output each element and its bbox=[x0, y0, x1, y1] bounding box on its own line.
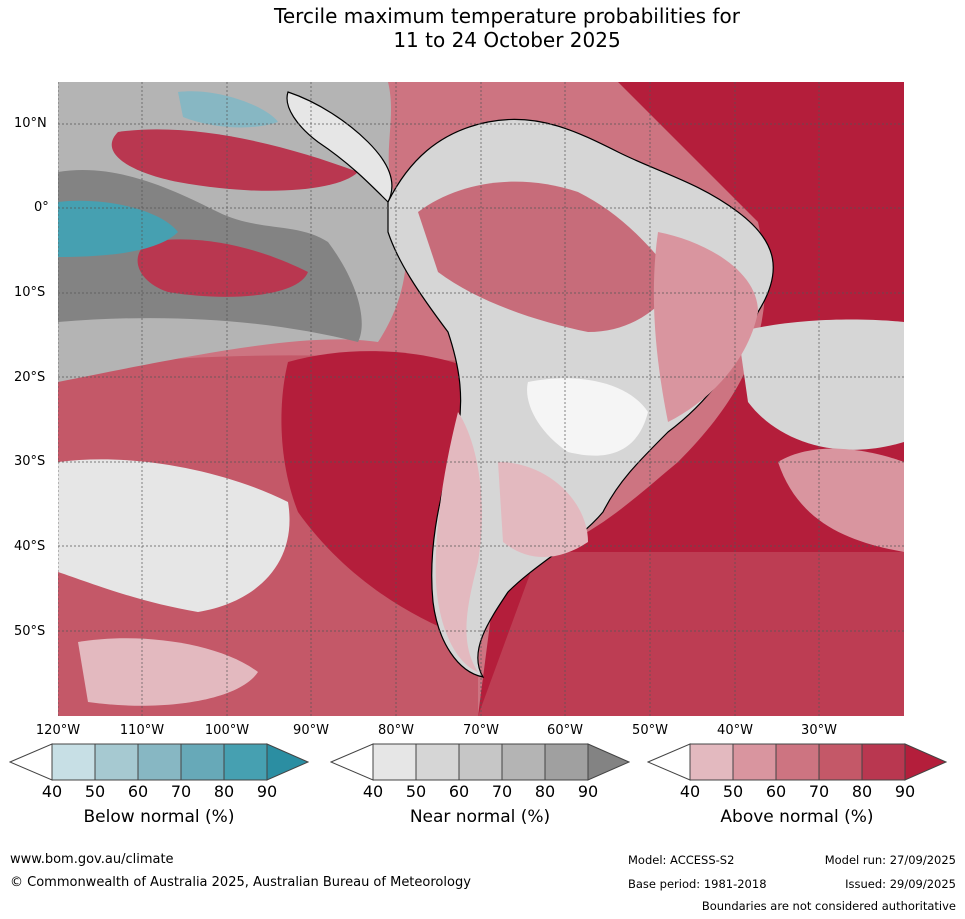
colorbar-below-swatch-1 bbox=[51, 743, 96, 781]
graticule bbox=[57, 82, 904, 716]
probability-map bbox=[57, 82, 904, 716]
colorbar-below-swatch-6 bbox=[266, 743, 309, 781]
colorbar-above-swatch-3 bbox=[775, 743, 820, 781]
colorbar-near-swatch-6 bbox=[587, 743, 630, 781]
colorbar-above-swatch-6 bbox=[904, 743, 947, 781]
legend-below-normal: 40 50 60 70 80 90 bbox=[9, 742, 309, 802]
tick-below-90: 90 bbox=[256, 782, 278, 801]
colorbar-near-swatch-1 bbox=[372, 743, 417, 781]
region-above-weak-sw bbox=[78, 638, 258, 706]
colorbar-below-swatch-3 bbox=[137, 743, 182, 781]
lat-label-20s: 20°S bbox=[14, 370, 46, 385]
tick-near-50: 50 bbox=[405, 782, 427, 801]
tick-near-90: 90 bbox=[577, 782, 599, 801]
tick-above-40: 40 bbox=[679, 782, 701, 801]
model-run-text: Model run: 27/09/2025 bbox=[824, 853, 956, 867]
colorbar-near-swatch-0 bbox=[330, 743, 374, 781]
colorbar-near-swatch-2 bbox=[415, 743, 460, 781]
lon-label-100w: 100°W bbox=[204, 723, 250, 738]
website-link[interactable]: www.bom.gov.au/climate bbox=[10, 852, 174, 867]
tick-below-50: 50 bbox=[84, 782, 106, 801]
colorbar-above-swatch-0 bbox=[647, 743, 691, 781]
tick-below-70: 70 bbox=[170, 782, 192, 801]
colorbar-near bbox=[330, 743, 630, 781]
lat-label-30s: 30°S bbox=[14, 454, 46, 469]
tick-near-40: 40 bbox=[362, 782, 384, 801]
colorbar-near-swatch-3 bbox=[458, 743, 503, 781]
region-below-north bbox=[178, 91, 278, 128]
tick-above-60: 60 bbox=[765, 782, 787, 801]
base-period-text: Base period: 1981-2018 bbox=[628, 877, 767, 891]
region-above-chile bbox=[435, 412, 482, 672]
region-near-south-pacific bbox=[58, 459, 290, 612]
region-above-north-sa bbox=[418, 181, 678, 332]
legend-above-label: Above normal (%) bbox=[720, 807, 874, 827]
tick-below-80: 80 bbox=[213, 782, 235, 801]
map-title: Tercile maximum temperature probabilitie… bbox=[0, 4, 965, 52]
colorbar-below bbox=[9, 743, 309, 781]
lon-label-120w: 120°W bbox=[35, 723, 81, 738]
legend-near-normal: 40 50 60 70 80 90 bbox=[330, 742, 630, 802]
lon-label-80w: 80°W bbox=[378, 723, 414, 738]
title-line-1: Tercile maximum temperature probabilitie… bbox=[274, 4, 740, 28]
issued-text: Issued: 29/09/2025 bbox=[845, 877, 956, 891]
tick-above-50: 50 bbox=[722, 782, 744, 801]
lon-label-50w: 50°W bbox=[632, 723, 668, 738]
colorbar-above-swatch-2 bbox=[732, 743, 777, 781]
colorbar-below-swatch-5 bbox=[223, 743, 268, 781]
tick-below-40: 40 bbox=[41, 782, 63, 801]
lat-label-10s: 10°S bbox=[14, 285, 46, 300]
region-near-atlantic bbox=[738, 319, 904, 450]
colorbar-near-swatch-5 bbox=[544, 743, 589, 781]
tick-above-70: 70 bbox=[808, 782, 830, 801]
region-above-east-brazil bbox=[653, 232, 758, 422]
tick-near-60: 60 bbox=[448, 782, 470, 801]
colorbar-below-swatch-0 bbox=[9, 743, 53, 781]
lon-label-90w: 90°W bbox=[293, 723, 329, 738]
colorbar-above-ticks: 40 50 60 70 80 90 bbox=[647, 782, 947, 802]
tick-above-80: 80 bbox=[851, 782, 873, 801]
colorbar-below-swatch-4 bbox=[180, 743, 225, 781]
disclaimer-text: Boundaries are not considered authoritat… bbox=[701, 899, 956, 913]
copyright-text: © Commonwealth of Australia 2025, Austra… bbox=[10, 875, 471, 890]
lon-label-40w: 40°W bbox=[717, 723, 753, 738]
tick-below-60: 60 bbox=[127, 782, 149, 801]
central-america-land bbox=[286, 91, 393, 204]
region-below-eq bbox=[58, 200, 178, 257]
lon-label-110w: 110°W bbox=[119, 723, 165, 738]
map-canvas bbox=[57, 82, 904, 716]
region-above-argentina bbox=[498, 462, 588, 557]
legend-near-label: Near normal (%) bbox=[409, 807, 551, 827]
lat-label-50s: 50°S bbox=[14, 624, 46, 639]
title-line-2: 11 to 24 October 2025 bbox=[393, 28, 621, 52]
legend-above-normal: 40 50 60 70 80 90 bbox=[647, 742, 947, 802]
legend-below-label: Below normal (%) bbox=[83, 807, 235, 827]
colorbar-near-swatch-4 bbox=[501, 743, 546, 781]
region-above-pacific-strong bbox=[281, 351, 478, 642]
colorbar-above-swatch-4 bbox=[818, 743, 863, 781]
lon-label-70w: 70°W bbox=[463, 723, 499, 738]
colorbar-below-swatch-2 bbox=[94, 743, 139, 781]
tick-near-70: 70 bbox=[491, 782, 513, 801]
colorbar-above-swatch-1 bbox=[689, 743, 734, 781]
colorbar-above bbox=[647, 743, 947, 781]
region-near-central bbox=[527, 378, 648, 456]
region-above-eq-pacific bbox=[137, 239, 308, 297]
colorbar-above-swatch-5 bbox=[861, 743, 906, 781]
colorbar-below-ticks: 40 50 60 70 80 90 bbox=[9, 782, 309, 802]
lon-label-60w: 60°W bbox=[547, 723, 583, 738]
region-above-south-atlantic bbox=[478, 552, 904, 716]
colorbar-near-ticks: 40 50 60 70 80 90 bbox=[330, 782, 630, 802]
model-text: Model: ACCESS-S2 bbox=[628, 853, 735, 867]
region-above-atlantic-weak bbox=[778, 448, 904, 552]
lat-label-10n: 10°N bbox=[14, 116, 47, 131]
region-above-north-pacific bbox=[111, 129, 358, 191]
lat-label-40s: 40°S bbox=[14, 539, 46, 554]
lat-label-0: 0° bbox=[34, 200, 49, 215]
lon-label-30w: 30°W bbox=[801, 723, 837, 738]
tick-near-80: 80 bbox=[534, 782, 556, 801]
tick-above-90: 90 bbox=[894, 782, 916, 801]
